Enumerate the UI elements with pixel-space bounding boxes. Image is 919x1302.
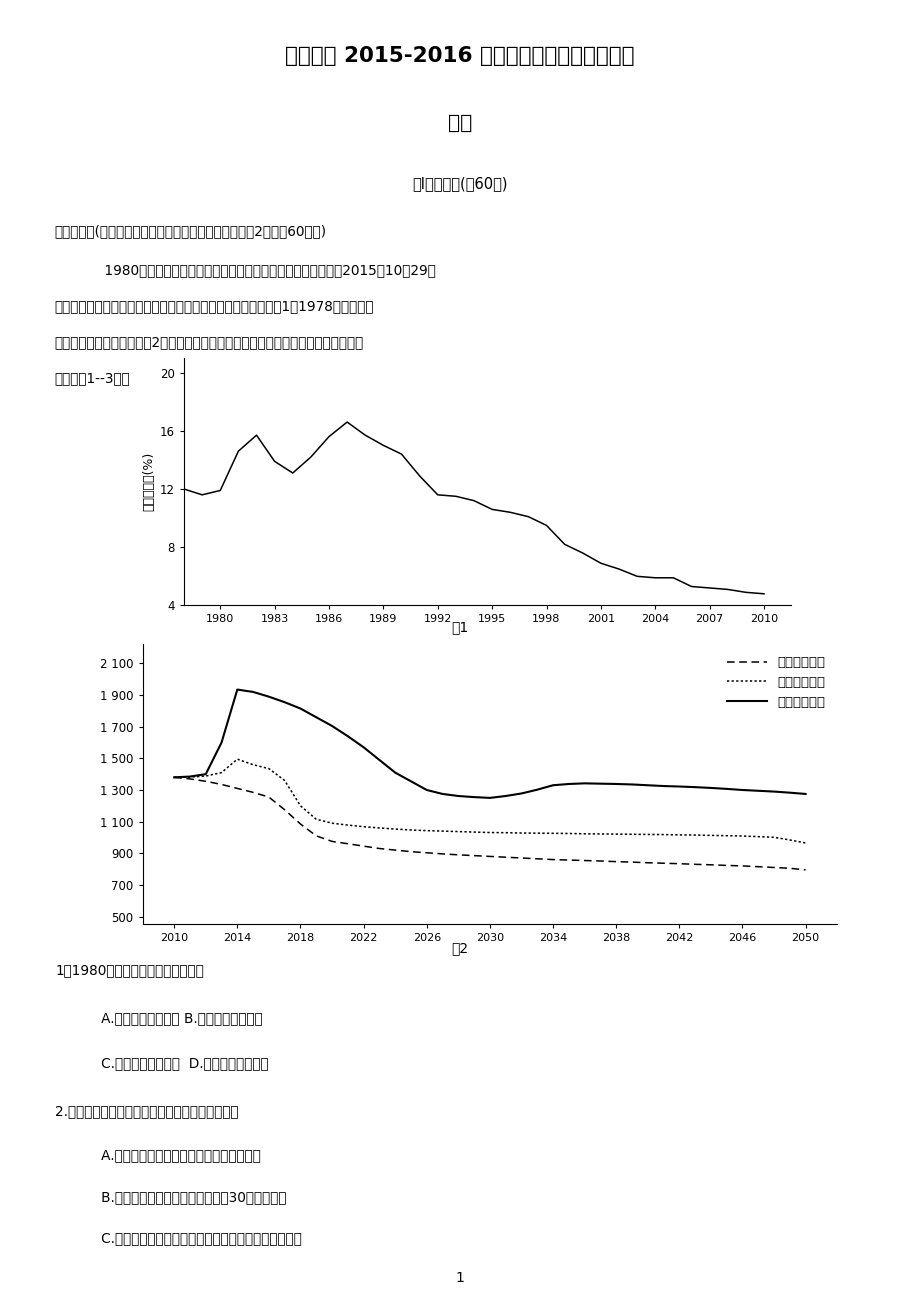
Text: 1: 1	[455, 1271, 464, 1285]
Legend: 生育政策不变, 放开单独二孩, 全面放开二孩: 生育政策不变, 放开单独二孩, 全面放开二孩	[721, 651, 830, 713]
Text: 十八届五中全会决定全面实施一对夫妇可生育两个孩子政策。图1是1978年以来我国: 十八届五中全会决定全面实施一对夫妇可生育两个孩子政策。图1是1978年以来我国	[54, 299, 373, 314]
Text: C.全面放开二孩，人口年龄结构将得到一定程度的改善: C.全面放开二孩，人口年龄结构将得到一定程度的改善	[87, 1232, 301, 1245]
Text: A.人口规模开始下降 B.人口规模持续增加: A.人口规模开始下降 B.人口规模持续增加	[87, 1012, 262, 1025]
Text: 第Ⅰ卷选择题(共60分): 第Ⅰ卷选择题(共60分)	[412, 176, 507, 191]
Text: 2.不同生育政策可能对我国未来人口产生的影响是: 2.不同生育政策可能对我国未来人口产生的影响是	[55, 1104, 239, 1117]
Text: 1．1980年我国执行计划生育政策后: 1．1980年我国执行计划生育政策后	[55, 963, 204, 978]
Text: 图1: 图1	[451, 621, 468, 634]
Text: 人口自然增长率变化图，图2是我国未来基于不同生育政策的出生人口规模预测图。读: 人口自然增长率变化图，图2是我国未来基于不同生育政策的出生人口规模预测图。读	[54, 336, 363, 349]
Text: 地理: 地理	[448, 113, 471, 133]
Y-axis label: 自然增长率(%): 自然增长率(%)	[142, 452, 155, 512]
Text: 图，回答1--3题。: 图，回答1--3题。	[54, 371, 130, 385]
Text: 一、选择题(每小题有且仅有一个选项是正确的，每小题2分，共60分。): 一、选择题(每小题有且仅有一个选项是正确的，每小题2分，共60分。)	[54, 224, 326, 238]
Text: C.人口增速开始减慢  D.人口规模保持稳定: C.人口增速开始减慢 D.人口规模保持稳定	[87, 1056, 268, 1070]
Text: B.生育政策不变，人口规模在未来30年持续下降: B.生育政策不变，人口规模在未来30年持续下降	[87, 1190, 286, 1204]
Text: 1980年我国开始执行一对夫妇只能生育一胎的计划生育政策，2015年10月29日: 1980年我国开始执行一对夫妇只能生育一胎的计划生育政策，2015年10月29日	[87, 263, 436, 277]
Text: 图2: 图2	[451, 941, 468, 954]
Text: A.全面放开二孩，人口增长速度将持续增加: A.全面放开二孩，人口增长速度将持续增加	[87, 1148, 260, 1163]
Text: 长郡中学 2015-2016 学年高二第一学期期末考试: 长郡中学 2015-2016 学年高二第一学期期末考试	[285, 46, 634, 65]
